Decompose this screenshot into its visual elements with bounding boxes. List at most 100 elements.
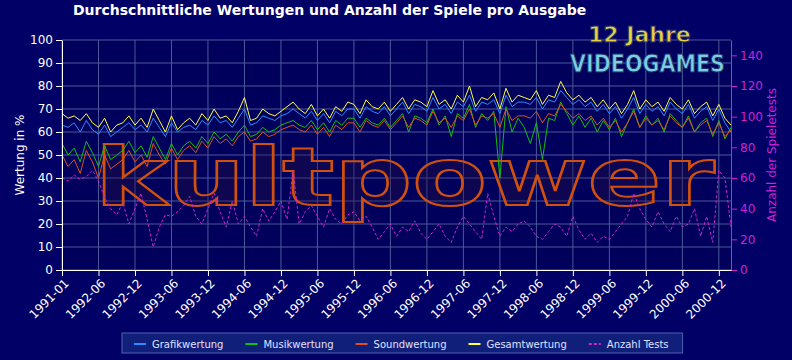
x-axis: 1991-011992-061992-121993-061993-121994-… (26, 270, 731, 322)
legend-label: Soundwertung (374, 339, 447, 350)
tick-mark (56, 224, 62, 225)
tick-mark (56, 178, 62, 179)
tick-mark (56, 201, 62, 202)
tick-mark (731, 178, 737, 179)
plot-lines (62, 81, 731, 247)
tick-label: 0 (740, 263, 748, 277)
tick: 90 (38, 56, 62, 70)
legend-swatch (134, 343, 146, 345)
legend-swatch (356, 343, 368, 345)
legend: GrafikwertungMusikwertungSoundwertungGes… (122, 333, 683, 353)
tick-label: 60 (38, 125, 53, 139)
tick-mark (56, 86, 62, 87)
tick-mark (56, 132, 62, 133)
legend-box (122, 333, 683, 353)
tick: 2000-12 (683, 270, 728, 322)
tick: 100 (30, 33, 62, 47)
series-line (62, 102, 731, 178)
tick-label: 50 (38, 148, 53, 162)
tick-mark (463, 270, 464, 276)
tick: 30 (38, 194, 62, 208)
legend-swatch (469, 343, 481, 345)
tick-mark (317, 270, 318, 276)
tick: 70 (38, 102, 62, 116)
tick-mark (244, 270, 245, 276)
tick-label: 90 (38, 56, 53, 70)
grid-line-y (62, 86, 731, 87)
tick-label: 70 (38, 102, 53, 116)
tick-mark (62, 270, 63, 276)
tick-mark (56, 247, 62, 248)
background (0, 0, 792, 360)
tick-mark (731, 239, 737, 240)
tick-label: 100 (740, 110, 763, 124)
y2-axis-title: Anzahl der Spieletests (765, 88, 779, 222)
chart-svg: kultpower 12 Jahre VIDEOGAMES 0 10 20 30 40 50 60… (0, 0, 792, 360)
axis-line (731, 41, 732, 271)
watermark: kultpower (95, 131, 716, 224)
tick-label: 100 (30, 33, 53, 47)
tick-mark (731, 117, 737, 118)
tick-label: 20 (740, 233, 755, 247)
tick: 50 (38, 148, 62, 162)
tick-mark (56, 63, 62, 64)
tick-mark (731, 147, 737, 148)
legend-label: Musikwertung (263, 339, 333, 350)
tick: 0 (45, 263, 62, 277)
tick: 100 (731, 110, 763, 124)
tick: 80 (731, 141, 755, 155)
tick-mark (56, 40, 62, 41)
tick-mark (171, 270, 172, 276)
y-axis-title: Wertung in % (13, 115, 27, 196)
logo-text: VIDEOGAMES (570, 50, 725, 78)
tick-mark (427, 270, 428, 276)
tick-mark (354, 270, 355, 276)
series-line (62, 170, 731, 247)
tick-mark (682, 270, 683, 276)
tick-mark (536, 270, 537, 276)
tick: 20 (38, 217, 62, 231)
tick-mark (646, 270, 647, 276)
tick: 60 (731, 171, 755, 185)
grid (62, 40, 731, 270)
tick-mark (731, 209, 737, 210)
tick: 60 (38, 125, 62, 139)
series-line (62, 104, 731, 178)
tick-label: 80 (740, 141, 755, 155)
tick-mark (731, 86, 737, 87)
tick-mark (719, 270, 720, 276)
grid-line-y (62, 247, 731, 248)
tick-mark (281, 270, 282, 276)
tick-label: 30 (38, 194, 53, 208)
y-axis: 0 10 20 30 40 50 60 70 80 90 100 (30, 33, 62, 277)
tick-label: 140 (740, 49, 763, 63)
grid-line-y (62, 270, 731, 271)
legend-label: Gesamtwertung (487, 339, 567, 350)
chart-container: kultpower 12 Jahre VIDEOGAMES 0 10 20 30 40 50 60… (0, 0, 792, 360)
tick-mark (609, 270, 610, 276)
tick-mark (98, 270, 99, 276)
tick-label: 40 (740, 202, 755, 216)
tick: 40 (731, 202, 755, 216)
tick-mark (135, 270, 136, 276)
legend-swatch (245, 343, 257, 345)
tick-mark (56, 155, 62, 156)
axis-line (63, 270, 732, 271)
tick: 0 (731, 263, 748, 277)
tick-label: 80 (38, 79, 53, 93)
tick-label: 40 (38, 171, 53, 185)
y2-axis: 020406080100120140 (731, 41, 763, 278)
logo-text: 12 Jahre (588, 22, 691, 47)
tick-label: 0 (45, 263, 53, 277)
tick: 10 (38, 240, 62, 254)
tick-mark (500, 270, 501, 276)
tick-mark (56, 109, 62, 110)
series-line (62, 81, 731, 132)
tick-mark (573, 270, 574, 276)
tick: 80 (38, 79, 62, 93)
tick-mark (56, 270, 62, 271)
tick-mark (208, 270, 209, 276)
legend-swatch (589, 343, 601, 345)
tick-mark (731, 55, 737, 56)
plot-background (62, 40, 731, 270)
